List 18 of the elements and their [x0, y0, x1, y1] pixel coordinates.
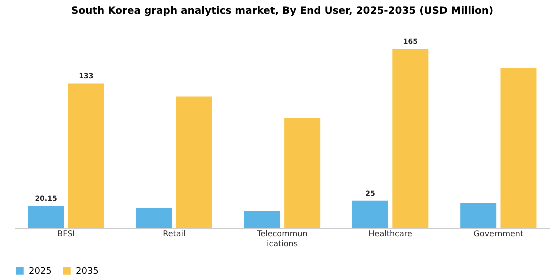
x-tick-label: Government: [474, 230, 524, 238]
bar: [68, 84, 104, 228]
bar: [500, 68, 537, 228]
legend-label: 2025: [29, 267, 52, 277]
legend-label: 2035: [76, 267, 99, 277]
bar: [284, 118, 321, 228]
bar: [244, 211, 280, 228]
bar: [28, 206, 64, 228]
x-tick-label: Telecommunications: [256, 230, 308, 248]
bar: [136, 208, 172, 228]
bar: [176, 96, 212, 228]
bar: [460, 203, 497, 228]
bar: [352, 200, 389, 228]
x-tick-label: Retail: [163, 230, 186, 238]
x-tick-label: Healthcare: [368, 230, 412, 238]
bar: [392, 49, 429, 228]
x-tick-label: BFSI: [58, 230, 76, 238]
chart-title: South Korea graph analytics market, By End User, 2025-2035 (USD Million): [71, 6, 494, 17]
